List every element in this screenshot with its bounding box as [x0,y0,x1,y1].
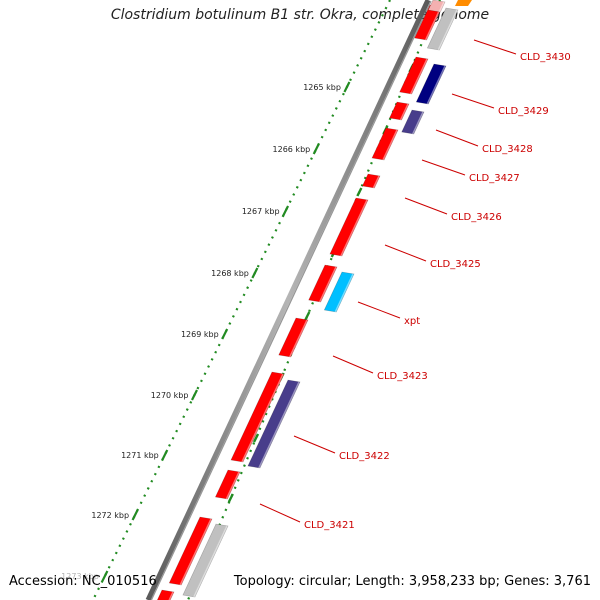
gene-feature-pseudo-highlight [193,525,228,598]
gene-leader-line [451,93,495,109]
gene-feature-cds-highlight [168,591,174,600]
gene-label: CLD_3430 [520,52,571,63]
gene-feature-pseudo-highlight [438,1,445,13]
kbp-tick-label: 1272 kbp [91,511,129,520]
kbp-tick-label: 1269 kbp [181,330,219,339]
gene-feature-orange [455,0,472,6]
gene-leader-line [259,503,301,523]
gene-features [157,0,472,600]
gene-feature-cds-highlight [399,103,409,121]
gene-leader-line [421,159,466,176]
gene-feature-cds-highlight [424,6,442,41]
genome-summary-text: Topology: circular; Length: 3,958,233 bp… [233,574,591,589]
gene-label: CLD_3425 [430,259,481,270]
gene-feature-cds-highlight [340,199,368,257]
gene-feature-cds-highlight [410,58,428,95]
gene-feature-cds-highlight [319,266,337,303]
gene-feature-cds-highlight [372,175,380,189]
gene-feature-cds [157,589,175,600]
gene-feature-other [415,63,447,105]
kbp-tick-label: 1271 kbp [121,451,159,460]
gene-feature-cds-highlight [225,471,240,500]
gene-feature-cds [389,101,410,121]
kbp-tick-label: 1270 kbp [151,391,189,400]
gene-feature-pseudo [426,7,459,51]
gene-feature-cds [399,56,429,95]
gene-feature-cds-highlight [382,129,398,161]
gene-feature-pseudo-highlight [437,9,458,51]
gene-feature-other-highlight [258,381,300,469]
kbp-tick-mark [190,389,198,401]
gene-feature-other [247,379,301,469]
gene-leader-line [357,301,401,319]
gene-leader-line [293,435,336,454]
gene-label: xpt [404,316,420,327]
gene-label: CLD_3426 [451,212,502,223]
gene-feature-cds-highlight [241,373,284,463]
gene-feature-other-highlight [426,65,446,105]
gene-labels: CLD_3430 CLD_3429 CLD_3428 CLD_3427 CLD_3426… [259,39,571,531]
kbp-tick-label: 1265 kbp [303,83,341,92]
gene-label: CLD_3421 [304,520,355,531]
map-title: Clostridium botulinum B1 str. Okra, comp… [110,7,490,23]
gene-feature-cds-highlight [179,518,212,586]
gene-label: CLD_3428 [482,144,533,155]
gene-feature-cyan [323,271,355,313]
genome-backbone [145,0,431,600]
gene-feature-other [401,109,425,135]
kbp-tick-mark [251,267,259,279]
gene-leader-line [384,244,427,262]
gene-feature-cds [371,127,399,161]
gene-feature-cds [278,317,309,358]
kbp-tick-mark [221,328,229,340]
gene-feature-cds [168,516,213,586]
kbp-tick-mark [282,205,290,217]
outer-tick-mark [227,493,234,503]
kbp-tick-mark [101,570,109,582]
kbp-tick-mark [161,449,169,461]
outer-tick-mark [304,311,311,321]
gene-feature-cds [214,469,241,500]
outer-tick-mark [252,433,260,443]
gene-feature-cds [361,173,381,189]
gene-leader-line [404,197,448,215]
gene-feature-cds-highlight [289,319,308,358]
genome-backbone-shadow [150,0,432,600]
gene-feature-cds [230,371,285,463]
kbp-tick-label: 1267 kbp [242,207,280,216]
kbp-tick-label: 1268 kbp [211,269,249,278]
gene-label: CLD_3429 [498,106,549,117]
kbp-tick-label: 1266 kbp [273,145,311,154]
accession-text: Accession: NC_010516 [9,574,157,589]
gene-feature-other-highlight [412,111,424,135]
kbp-tick-mark [312,143,320,155]
gene-feature-cds [308,264,338,303]
gene-label: CLD_3422 [339,451,390,462]
gene-leader-line [473,39,517,55]
gene-feature-cyan-highlight [334,273,354,313]
gene-label: CLD_3427 [469,173,520,184]
kbp-tick-mark [343,81,351,93]
gene-label: CLD_3423 [377,371,428,382]
outer-tick-mark [356,187,363,197]
gene-feature-pseudo [182,523,229,598]
kbp-tick-mark [131,509,139,521]
gene-feature-cds [329,197,369,257]
kbp-tick-label: 1273 kbp [61,572,99,581]
gene-leader-line [435,129,479,147]
gene-feature-pseudo [427,0,446,13]
gene-leader-line [332,355,374,374]
